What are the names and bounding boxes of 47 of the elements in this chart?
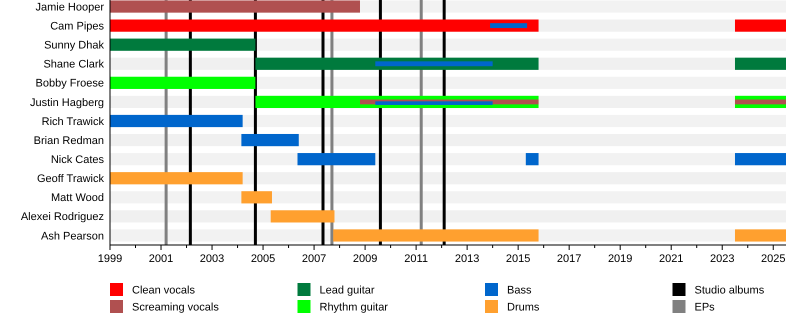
bar [110, 172, 243, 184]
x-tick-label: 1999 [98, 253, 122, 265]
x-tick-label: 2003 [200, 253, 224, 265]
legend-label: Drums [507, 302, 540, 314]
bar [110, 38, 256, 51]
bar [270, 210, 334, 222]
y-tick-label: Sunny Dhak [44, 40, 104, 52]
x-tick-label: 2009 [352, 253, 378, 265]
bar [734, 229, 786, 242]
legend-label: Lead guitar [320, 284, 375, 296]
x-tick-label: 2005 [250, 253, 276, 265]
x-tick-label: 2013 [454, 253, 480, 265]
x-tick-label: 2023 [710, 253, 734, 265]
legend-label: Rhythm guitar [320, 302, 388, 314]
bar [734, 99, 786, 104]
y-tick-label: Shane Clark [43, 58, 104, 71]
y-tick-label: Matt Wood [51, 192, 104, 204]
y-tick-label: Ash Pearson [41, 230, 104, 242]
x-tick-label: 2007 [302, 253, 326, 265]
bar [241, 191, 272, 204]
bar [734, 153, 786, 166]
bar [734, 20, 786, 32]
legend-label: EPs [694, 302, 716, 314]
x-tick-label: 2011 [404, 253, 428, 265]
y-tick-label: Bobby Froese [36, 78, 104, 90]
bar [526, 153, 539, 166]
y-tick-label: Alexei Rodriguez [20, 211, 104, 224]
legend-label: Clean vocals [132, 284, 196, 296]
legend-label: Screaming vocals [132, 302, 220, 314]
legend-label: Bass [507, 284, 532, 296]
y-tick-label: Geoff Trawick [36, 173, 104, 186]
y-tick-label: Nick Cates [50, 154, 104, 166]
y-tick-label: Justin Hagberg [30, 96, 104, 109]
x-tick-label: 2019 [608, 253, 632, 265]
x-tick-label: 2017 [556, 253, 582, 265]
legend-label: Studio albums [694, 284, 765, 296]
bar [110, 76, 256, 89]
x-tick-label: 2025 [761, 253, 786, 265]
y-tick-label: Rich Trawick [42, 116, 104, 128]
bar [333, 229, 539, 242]
x-tick-label: 2015 [506, 253, 530, 265]
y-tick-label: Brian Redman [34, 134, 104, 147]
y-tick-label: Jamie Hooper [36, 1, 104, 14]
x-tick-label: 2001 [148, 253, 174, 265]
y-tick-label: Cam Pipes [50, 20, 104, 32]
bar [734, 58, 786, 70]
x-tick-label: 2021 [658, 253, 684, 265]
